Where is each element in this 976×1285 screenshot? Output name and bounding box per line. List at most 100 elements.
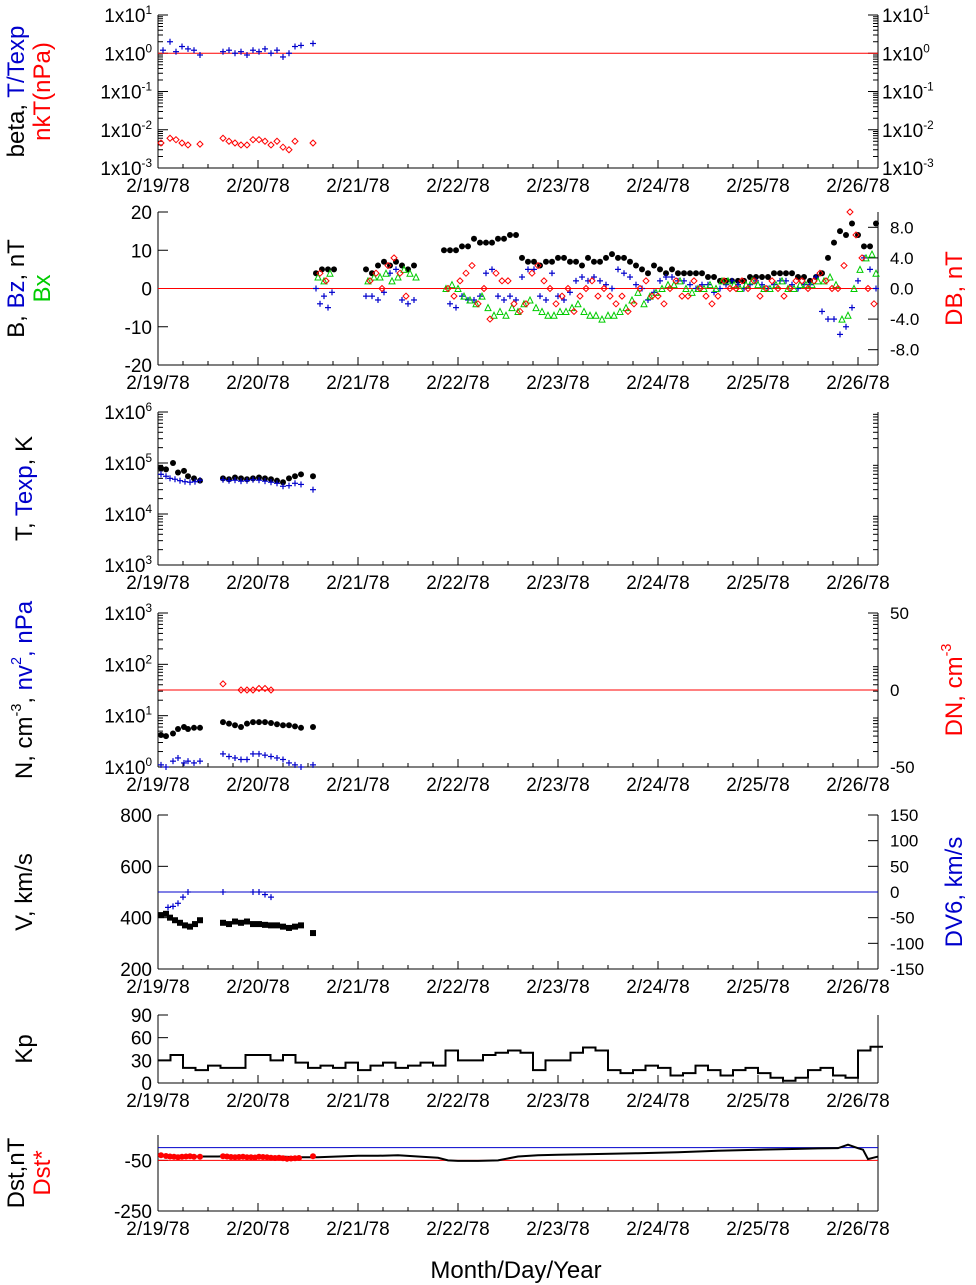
data-point [394,272,402,281]
data-point [314,272,322,281]
data-point [831,316,837,323]
data-point [774,284,782,293]
x-tick-label: 2/21/78 [326,775,389,796]
data-point [256,477,262,484]
right-axis-title-part-0: DV6, km/s [941,837,968,948]
data-point [447,300,453,307]
data-point [762,284,770,293]
data-point [310,1153,316,1160]
data-point [262,891,268,898]
series-1 [158,750,316,770]
data-point [492,269,500,277]
data-point [867,243,873,250]
data-point [238,478,244,485]
x-tick-label: 2/24/78 [626,1219,689,1240]
data-point [768,277,776,285]
data-point [537,293,543,300]
data-point [268,719,274,726]
data-point [712,284,720,292]
data-point [501,296,507,303]
data-point [286,482,292,489]
series-3 [316,208,878,323]
data-point [726,284,734,293]
data-point [639,266,645,273]
left-tick-label-exponent: 5 [145,452,152,465]
data-point [444,284,452,293]
data-point [238,919,244,926]
right-axis-title-part-1: -3 [939,644,955,657]
data-point [502,311,510,319]
left-tick-label-exponent: 1 [145,705,152,718]
left-tick-label-mantissa: 1x10 [104,604,145,625]
left-tick-label-exponent: 4 [145,503,152,516]
data-point [706,280,714,289]
left-tick-label-exponent: 0 [145,756,152,769]
x-tick-label: 2/26/78 [826,573,889,594]
right-axis-title: DV6, km/s [941,837,968,948]
data-point [702,292,710,300]
data-point [483,239,489,246]
data-point [585,277,591,284]
data-point [843,231,849,238]
left-tick-label-mantissa: 1x10 [104,454,145,475]
data-point [576,292,584,300]
y-axis-title: beta, T/Texp [3,26,30,158]
data-point [634,288,642,296]
data-point [250,476,256,483]
data-point [400,265,408,273]
data-point [268,479,274,486]
data-point [250,750,256,757]
data-point [651,262,657,269]
data-point [292,723,298,730]
series-1 [157,134,317,154]
data-point [675,270,681,277]
data-point [280,483,286,490]
data-point [838,314,846,323]
data-point [219,134,227,142]
data-point [534,261,542,270]
data-point [369,293,375,300]
data-point [172,917,178,924]
data-point [393,266,399,273]
data-point [292,473,298,480]
data-point [167,914,173,921]
data-point [280,479,286,486]
right-tick-label: 0 [890,883,899,902]
data-point [381,289,387,296]
data-point [268,753,274,760]
right-tick-label: -100 [890,934,924,953]
data-point [609,251,615,258]
data-point [489,266,495,273]
data-point [292,761,298,768]
right-tick-label-mantissa: 1x10 [882,6,923,27]
data-point [292,480,298,487]
y-axis-title-part-2: , nT [3,239,30,281]
x-tick-label: 2/23/78 [526,573,589,594]
data-point [167,475,173,482]
data-point [778,276,786,285]
left-tick-label: 1x103 [104,602,152,625]
data-point [170,903,176,910]
data-point [267,141,275,149]
series-2 [219,680,275,694]
data-point [244,477,250,484]
left-tick-label-exponent: 6 [145,401,152,414]
data-point [225,137,233,145]
data-point [687,281,693,288]
data-point [313,285,319,292]
data-point [633,281,639,288]
data-point [681,270,687,277]
data-point [244,756,250,763]
data-point [286,759,292,766]
right-tick-label: -8.0 [890,341,919,360]
left-tick-label-exponent: 2 [145,653,152,666]
data-point [495,235,501,242]
data-point [220,750,226,757]
data-point [406,269,414,277]
data-point [191,724,197,731]
y-axis-title-secondary: nkT(nPa) [29,42,56,141]
x-tick-label: 2/21/78 [326,176,389,197]
panel-velocity: 800 600 400 200 150 100 50 0 -50 -100 -150 2/19/78 2… [11,806,968,998]
right-tick-label: 1x10-2 [882,119,934,142]
